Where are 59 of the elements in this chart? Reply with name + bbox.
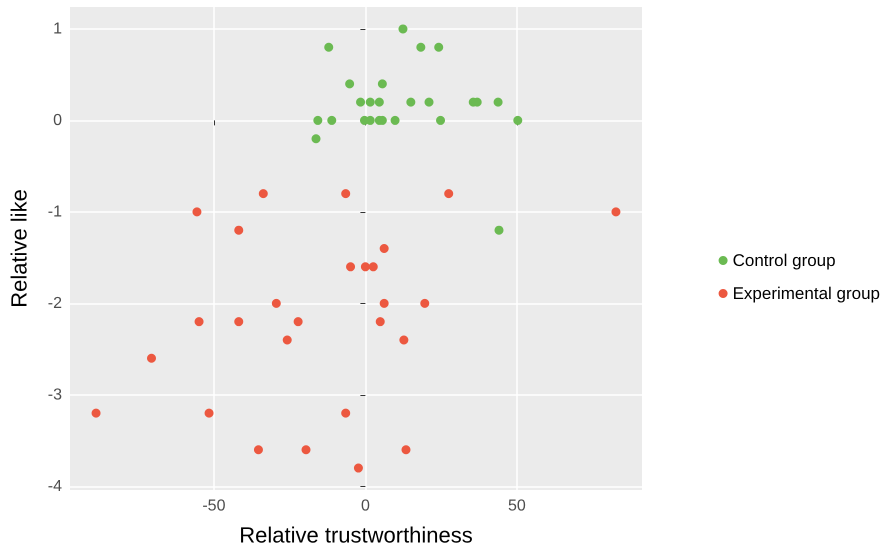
point [356,98,366,107]
point [390,116,400,125]
point [374,98,384,107]
point [147,354,156,363]
y-tick-label: 1 [53,20,62,38]
point [192,207,202,216]
point [234,226,244,235]
y-tick-label: -3 [48,386,62,404]
point [234,317,244,326]
point [378,79,387,88]
y-tick-label: 0 [53,112,62,129]
point [327,116,336,125]
x-axis-title: Relative trustworthiness [239,522,473,548]
point [354,464,363,473]
point [346,262,356,272]
point [402,445,410,454]
point [513,116,522,125]
point [341,408,350,418]
y-tick-label: -1 [48,203,62,220]
point [272,298,281,308]
x-tick-label: -50 [202,498,226,514]
point [294,317,303,326]
point [302,445,311,454]
point [611,207,620,216]
x-tick-label: 50 [508,498,526,514]
point [254,445,263,454]
point [313,116,322,125]
point [399,335,408,344]
point [92,408,101,418]
point [436,116,446,125]
point [341,189,350,198]
point [204,408,214,418]
point [494,226,504,235]
point [444,189,454,198]
point [368,262,378,272]
point [282,335,292,344]
point [420,298,430,308]
point [424,98,434,107]
point [345,79,354,88]
point [360,262,370,272]
point [194,317,204,326]
point [398,24,408,34]
point [406,98,416,107]
point [380,244,389,253]
legend-label: Experimental group [732,284,880,303]
x-tick-label: 0 [360,498,370,514]
legend-label: Control group [732,251,836,270]
point [312,134,321,144]
y-tick-label: -2 [48,294,62,312]
point [380,298,389,308]
point [376,317,385,326]
point [416,42,426,52]
point [258,189,268,198]
point [434,42,444,52]
y-tick-label: -4 [48,478,62,495]
point [324,42,334,52]
point [366,98,375,107]
point [494,98,503,107]
y-axis-title: Relative like [6,189,32,308]
